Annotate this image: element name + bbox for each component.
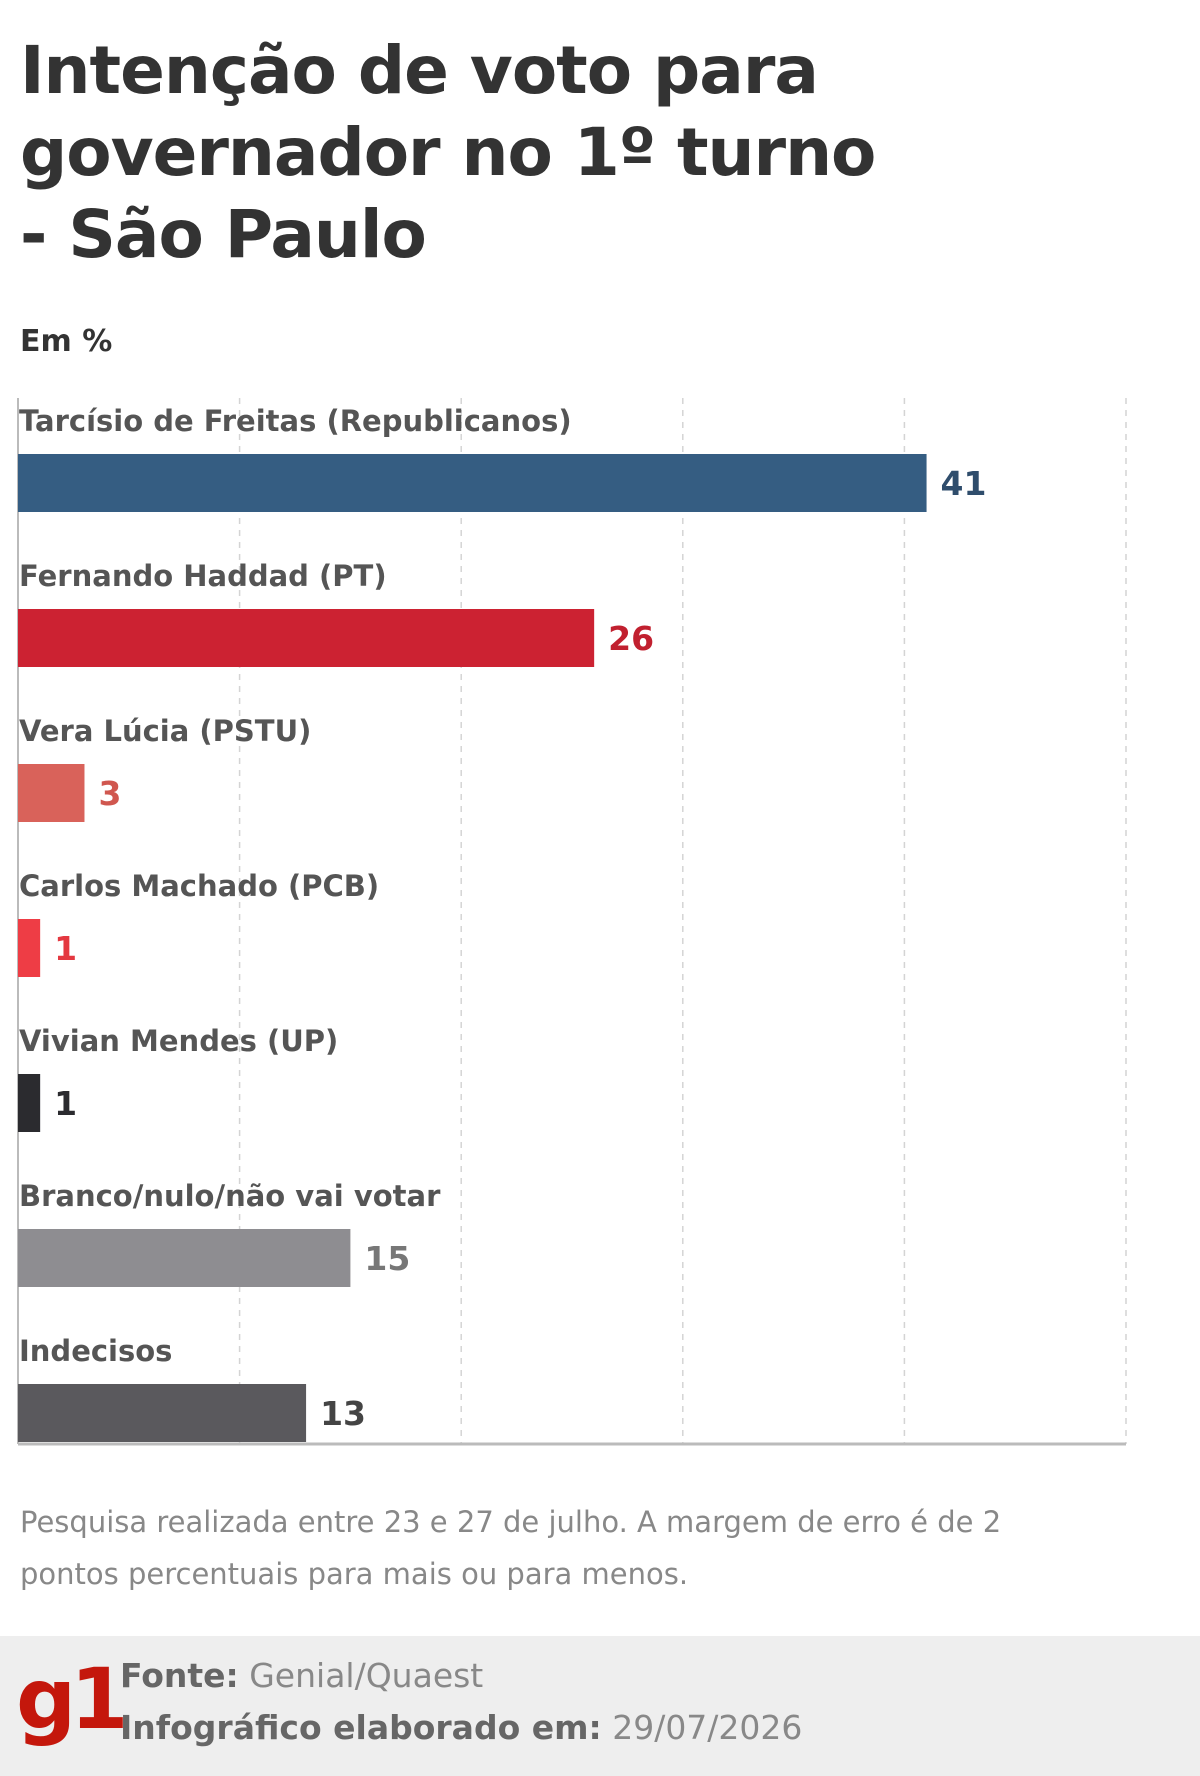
date-label: Infográfico elaborado em: [120,1708,602,1747]
category-label: Carlos Machado (PCB) [19,869,379,903]
chart-subtitle: Em % [20,324,113,359]
date-value: 29/07/2026 [612,1708,803,1747]
date-line: Infográfico elaborado em: 29/07/2026 [120,1708,802,1747]
category-label: Vivian Mendes (UP) [19,1024,338,1058]
source-value: Genial/Quaest [249,1656,484,1695]
bar [18,454,927,512]
value-label: 1 [54,929,77,968]
category-label: Tarcísio de Freitas (Republicanos) [19,404,572,438]
footer: g1 Fonte: Genial/Quaest Infográfico elab… [0,1636,1200,1776]
source-line: Fonte: Genial/Quaest [120,1656,483,1695]
value-label: 13 [320,1394,366,1433]
g1-logo: g1 [16,1650,129,1748]
bar [18,1074,41,1132]
survey-note: Pesquisa realizada entre 23 e 27 de julh… [20,1505,1002,1591]
category-label: Fernando Haddad (PT) [19,559,387,593]
category-label: Indecisos [19,1334,172,1368]
bar [18,919,41,977]
category-label: Vera Lúcia (PSTU) [19,714,311,748]
value-label: 3 [98,774,121,813]
bar [18,1384,307,1442]
bar [18,1229,351,1287]
category-label: Branco/nulo/não vai votar [19,1179,441,1213]
value-label: 26 [608,619,654,658]
bar [18,609,595,667]
value-label: 1 [54,1084,77,1123]
bar [18,764,85,822]
value-label: 15 [364,1239,410,1278]
source-label: Fonte: [120,1656,239,1695]
bar-chart: Tarcísio de Freitas (Republicanos) 41 Fern… [17,398,1127,1446]
chart-title: Intenção de voto para governador no 1º t… [20,32,876,273]
value-label: 41 [941,464,987,503]
